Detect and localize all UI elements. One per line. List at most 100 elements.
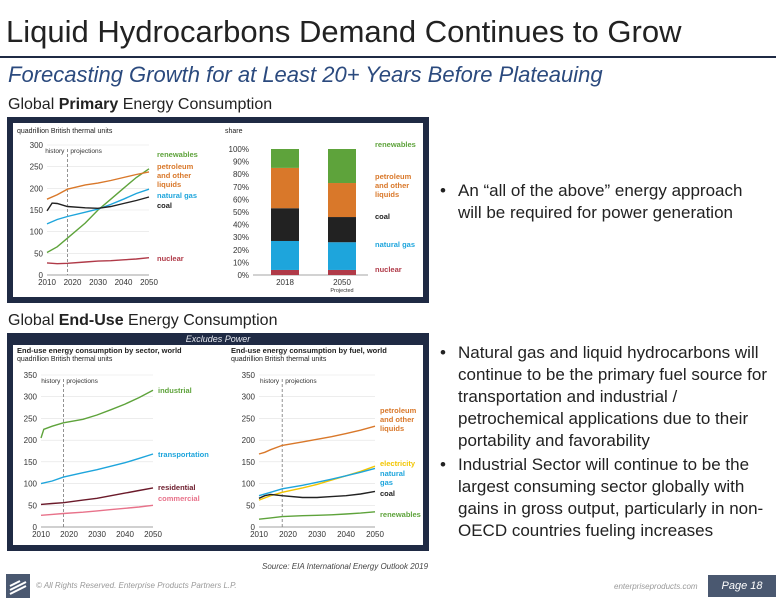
x-tick-label: 2020 <box>64 278 82 287</box>
series-line-residential <box>40 487 154 506</box>
bar-segment-nuclear <box>328 269 356 275</box>
series-label: coal <box>380 489 395 498</box>
y-axis-title: quadrillion British thermal units <box>231 356 327 363</box>
series-label: gas <box>380 478 393 487</box>
history-label: history <box>260 378 280 385</box>
series-line-transportation <box>40 453 154 485</box>
y-tick-label: 250 <box>24 414 38 423</box>
x-tick-label: 2030 <box>308 530 326 539</box>
y-tick-label: 60% <box>233 195 249 204</box>
series-label: transportation <box>158 450 209 459</box>
series-label: liquids <box>157 180 181 189</box>
series-label: natural <box>380 469 405 478</box>
y-tick-label: 100 <box>242 480 256 489</box>
y-tick-label: 100 <box>24 480 38 489</box>
bar-segment-coal <box>328 217 356 243</box>
bullet-item: • Industrial Sector will continue to be t… <box>440 455 764 540</box>
y-tick-label: 150 <box>242 458 256 467</box>
series-label: renewables <box>380 510 421 519</box>
bar-segment-nuclear <box>271 269 299 275</box>
series-label: liquids <box>375 190 399 199</box>
copyright-text: © All Rights Reserved. Enterprise Produc… <box>36 581 237 590</box>
y-tick-label: 0 <box>39 271 44 280</box>
x-tick-label: 2050 <box>144 530 162 539</box>
bar-segment-renewables <box>328 149 356 184</box>
x-tick-label: 2020 <box>60 530 78 539</box>
history-label: history <box>45 148 65 155</box>
bar-segment-renewables <box>271 149 299 168</box>
section-heading-enduse: Global End-Use Energy Consumption <box>8 312 278 329</box>
bar-segment-petroleum-and-other-liquids <box>328 183 356 218</box>
series-label: nuclear <box>157 254 184 263</box>
projections-label: projections <box>66 378 98 385</box>
y-tick-label: 50% <box>233 208 249 217</box>
y-tick-label: 50 <box>28 501 37 510</box>
series-line-renewables <box>258 511 376 520</box>
y-tick-label: 350 <box>242 371 256 380</box>
series-line-coal <box>46 196 150 212</box>
primary-energy-charts: quadrillion British thermal units 0 50 100 1… <box>13 123 423 297</box>
series-label: liquids <box>380 424 404 433</box>
source-note: Source: EIA International Energy Outlook… <box>262 562 429 571</box>
series-line-natural-gas <box>46 188 150 225</box>
primary-chart-panel: quadrillion British thermal units 0 50 100 1… <box>7 117 429 303</box>
title-divider <box>0 56 776 58</box>
series-label: renewables <box>157 150 198 159</box>
y-tick-label: 0 <box>251 523 256 532</box>
y-tick-label: 90% <box>233 158 249 167</box>
series-label: electricity <box>380 459 416 468</box>
y-tick-label: 100 <box>30 228 44 237</box>
section-heading-primary: Global Primary Energy Consumption <box>8 96 273 113</box>
y-tick-label: 200 <box>24 436 38 445</box>
y-tick-label: 100% <box>229 145 249 154</box>
y-tick-label: 10% <box>233 258 249 267</box>
series-line-petroleum-and-other-liquids <box>258 425 376 455</box>
x-tick-label: 2010 <box>38 278 56 287</box>
y-tick-label: 30% <box>233 233 249 242</box>
series-line-nuclear <box>46 257 150 265</box>
series-line-commercial <box>40 504 154 516</box>
series-label: and other <box>157 171 191 180</box>
x-tick-label: 2050 <box>366 530 384 539</box>
y-tick-label: 250 <box>30 163 44 172</box>
x-tick-label: 2018 <box>276 278 294 287</box>
bar-segment-coal <box>271 208 299 241</box>
x-tick-label: 2030 <box>88 530 106 539</box>
series-line-natural-gas <box>258 467 376 497</box>
y-tick-label: 200 <box>242 436 256 445</box>
excludes-power-label: Excludes Power <box>185 334 251 344</box>
y-tick-label: 350 <box>24 371 38 380</box>
projections-label: projections <box>70 148 102 155</box>
y-tick-label: 250 <box>242 414 256 423</box>
bar-segment-petroleum-and-other-liquids <box>271 167 299 209</box>
history-label: history <box>41 378 61 385</box>
y-tick-label: 150 <box>30 206 44 215</box>
page-subtitle: Forecasting Growth for at Least 20+ Year… <box>8 62 603 87</box>
company-logo <box>6 574 30 598</box>
y-axis-title: quadrillion British thermal units <box>17 356 113 363</box>
series-label: natural gas <box>375 240 415 249</box>
bullet-item: • An “all of the above” energy approach w… <box>440 181 743 222</box>
y-tick-label: 200 <box>30 184 44 193</box>
x-tick-label: 2040 <box>337 530 355 539</box>
y-tick-label: 0% <box>237 271 249 280</box>
series-line-industrial <box>40 389 154 439</box>
y-tick-label: 300 <box>24 393 38 402</box>
series-label: commercial <box>158 494 200 503</box>
series-label: petroleum <box>380 406 417 415</box>
series-label: coal <box>157 201 172 210</box>
y-tick-label: 40% <box>233 221 249 230</box>
x-tick-label: 2050 <box>140 278 158 287</box>
y-axis-title: quadrillion British thermal units <box>17 128 113 135</box>
x-tick-label: 2010 <box>250 530 268 539</box>
bar-segment-natural-gas <box>271 240 299 270</box>
footer: © All Rights Reserved. Enterprise Produc… <box>0 572 776 600</box>
series-line-coal <box>258 490 376 499</box>
series-label: and other <box>380 415 414 424</box>
enduse-chart-panel: Excludes Power End-use energy consumptio… <box>7 333 429 551</box>
x-tick-sublabel: Projected <box>330 288 353 294</box>
projections-label: projections <box>285 378 317 385</box>
series-label: and other <box>375 181 409 190</box>
series-label: renewables <box>375 140 416 149</box>
y-tick-label: 0 <box>33 523 38 532</box>
